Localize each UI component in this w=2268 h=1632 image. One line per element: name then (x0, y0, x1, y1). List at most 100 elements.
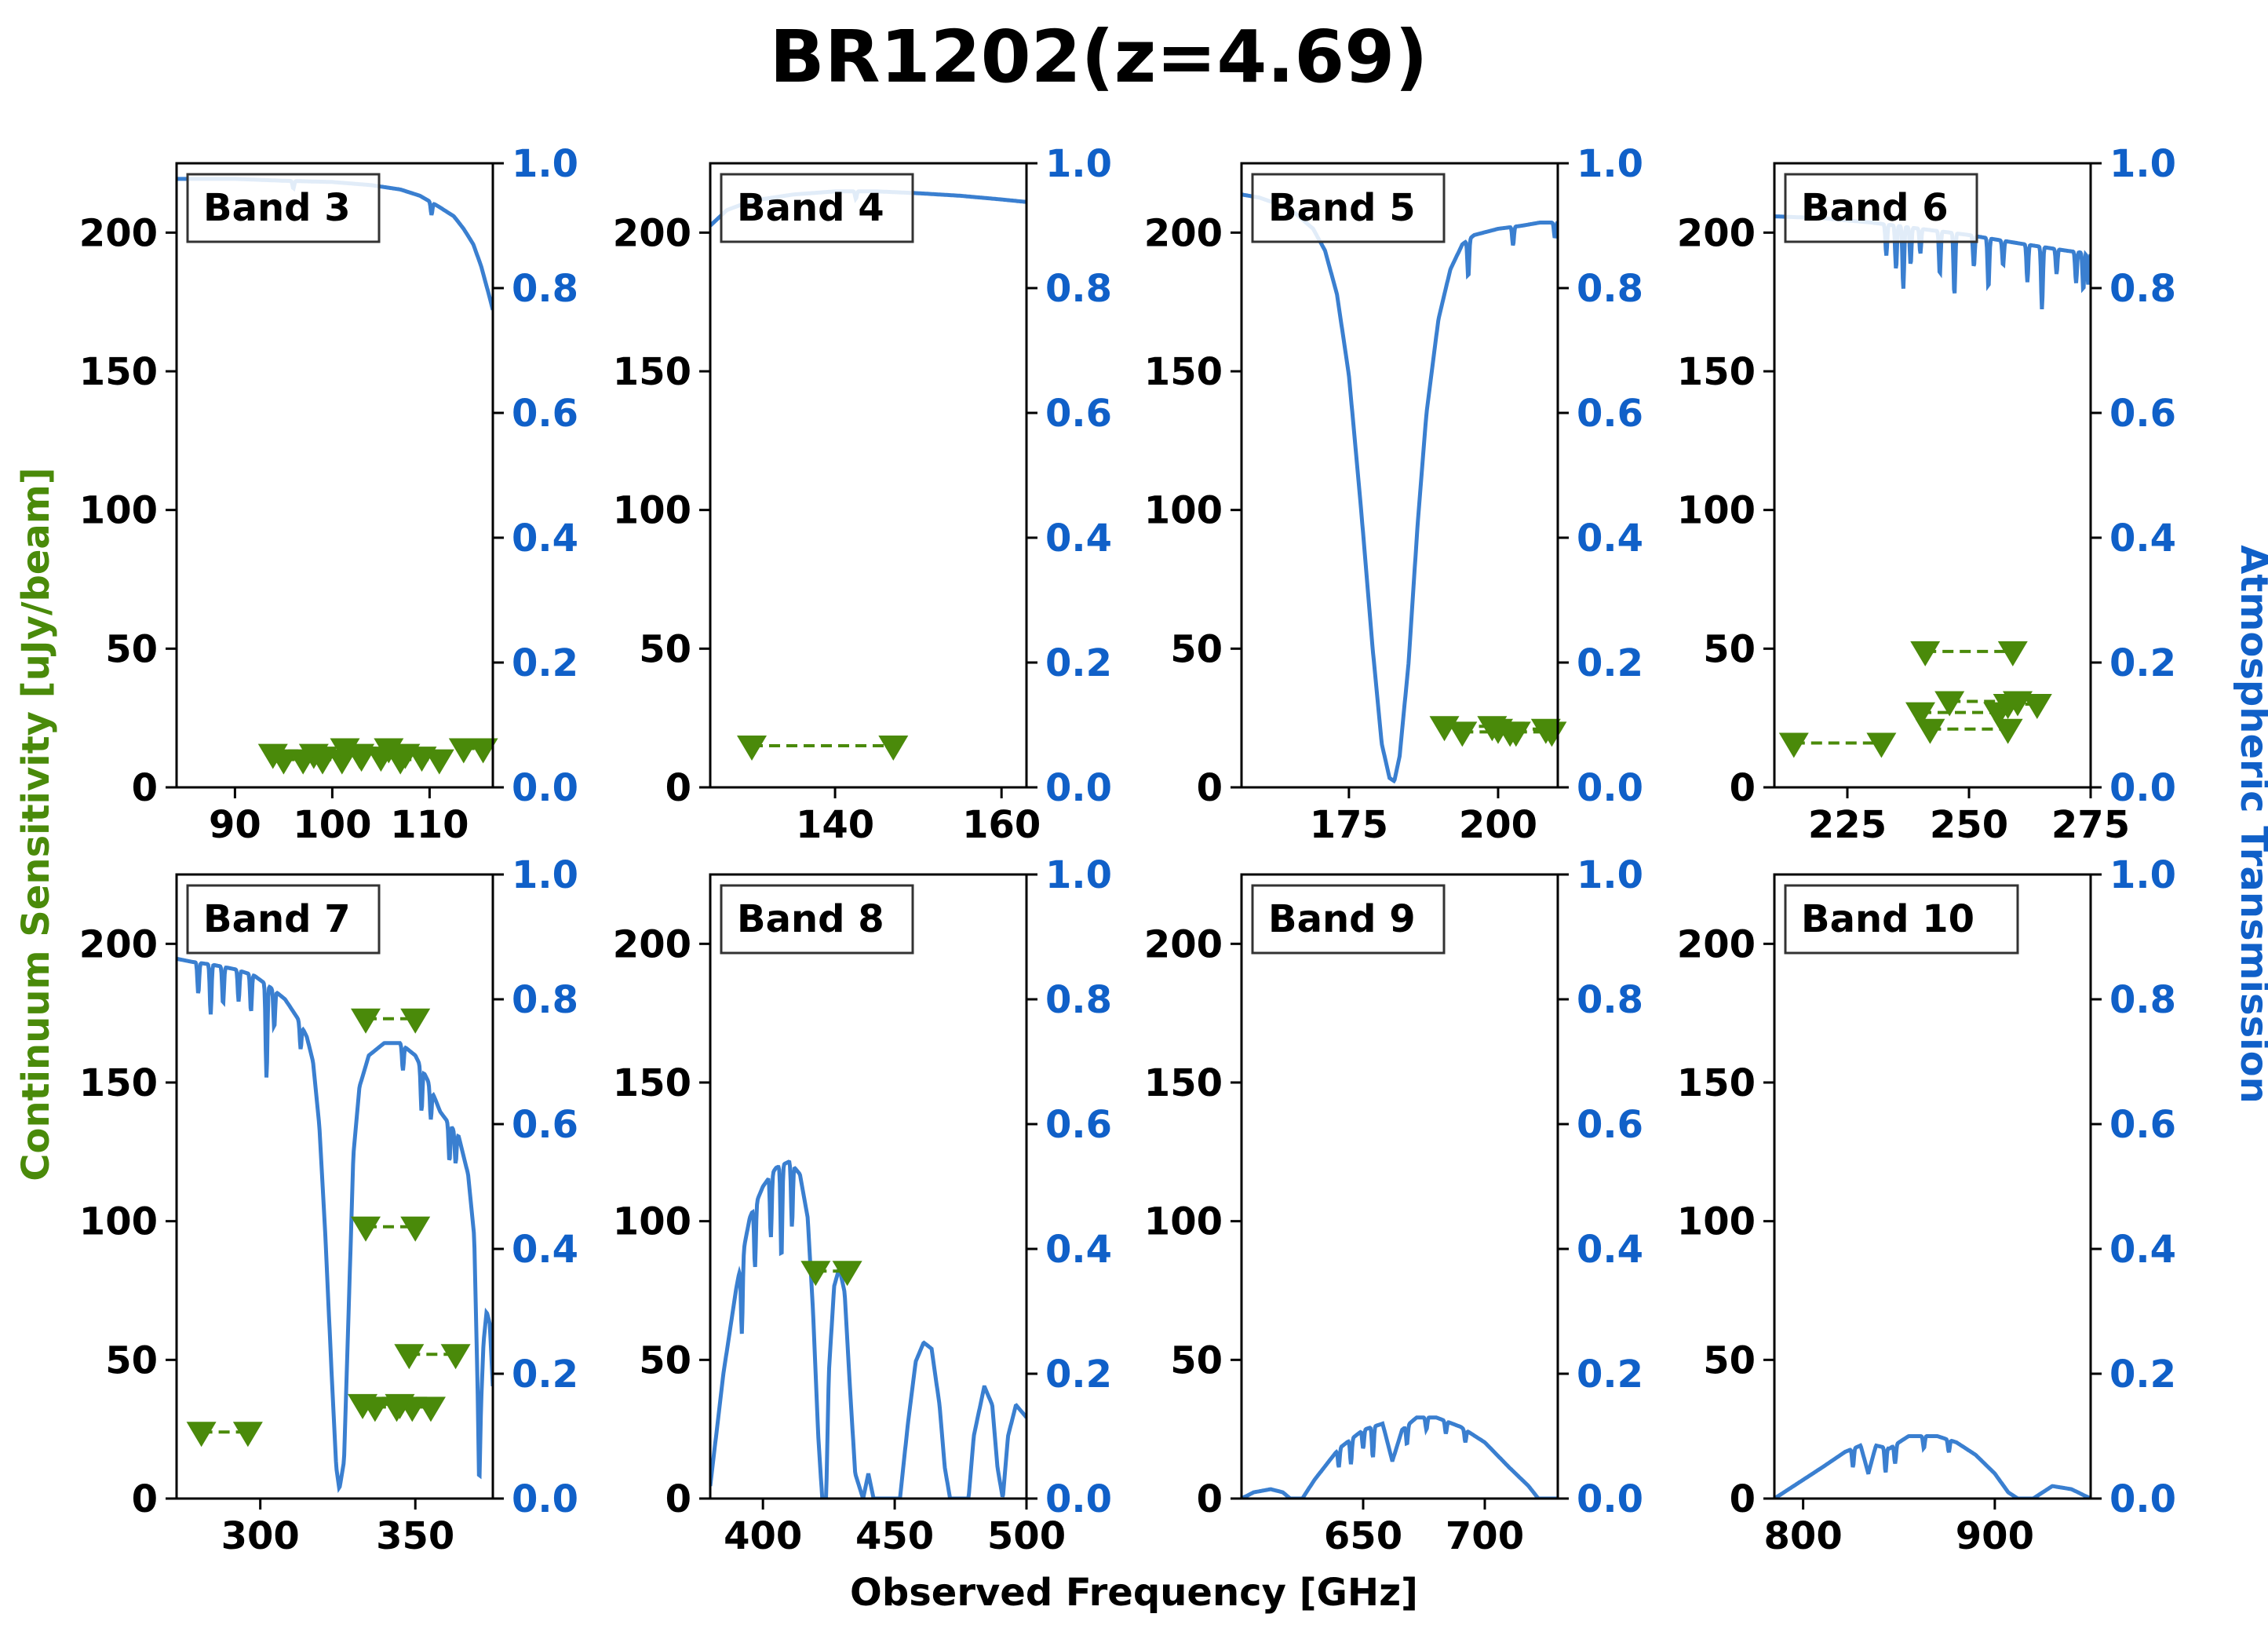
sensitivity-marker (385, 749, 416, 775)
sensitivity-marker (381, 1397, 412, 1422)
panel-band-10: 0 50 100 150 200 0.0 0.2 0.4 0.6 0.8 1.0 800 900 Band… (1677, 853, 2176, 1558)
plot-frame (709, 873, 1028, 1500)
y-tick-label: 50 (1170, 627, 1223, 671)
y2-tick-label: 0.4 (1045, 517, 1112, 560)
y2-tick-label: 0.4 (1577, 517, 1643, 560)
sensitivity-marker (359, 1397, 390, 1422)
figure-title: BR1202(z=4.69) (770, 15, 1428, 99)
sensitivity-marker (440, 1344, 471, 1370)
x-tick-label: 500 (987, 1514, 1066, 1558)
y-tick-label: 100 (1677, 1200, 1756, 1244)
band-label: Band 10 (1801, 897, 1974, 941)
y-tick-label: 100 (1144, 489, 1223, 533)
sensitivity-marker (2022, 694, 2052, 719)
sensitivity-marker (1447, 721, 1478, 747)
panel-band-4: 0 50 100 150 200 0.0 0.2 0.4 0.6 0.8 1.0 140 160 Band… (613, 142, 1112, 847)
panel-band-8: 0 50 100 150 200 0.0 0.2 0.4 0.6 0.8 1.0 400 450 500 B… (613, 853, 1112, 1558)
transmission-curve (177, 956, 493, 1493)
y2-tick-label: 0.6 (512, 1103, 578, 1147)
x-tick-label: 100 (293, 803, 371, 847)
x-tick-label: 650 (1324, 1514, 1402, 1558)
y-tick-label: 200 (1677, 922, 1756, 966)
sensitivity-marker (186, 1422, 217, 1448)
band-label: Band 3 (203, 186, 351, 230)
y2-tick-label: 0.0 (1577, 766, 1643, 810)
y2-tick-label: 0.6 (1577, 1103, 1643, 1147)
y2-tick-label: 0.2 (1577, 641, 1643, 685)
panel-band-9: 0 50 100 150 200 0.0 0.2 0.4 0.6 0.8 1.0 650 700 Band… (1144, 853, 1643, 1558)
y-tick-label: 0 (1730, 1477, 1756, 1521)
band-label: Band 9 (1268, 897, 1416, 941)
y2-tick-label: 0.2 (512, 641, 578, 685)
y-tick-label: 150 (1677, 1061, 1756, 1105)
x-tick-label: 275 (2051, 803, 2130, 847)
y-tick-label: 50 (105, 627, 158, 671)
y2-tick-label: 0.8 (1045, 978, 1112, 1022)
y-tick-label: 150 (1144, 1061, 1223, 1105)
y2-tick-label: 0.0 (2109, 766, 2176, 810)
y-tick-label: 200 (613, 211, 691, 255)
x-tick-label: 110 (390, 803, 469, 847)
y-tick-label: 200 (79, 211, 158, 255)
y-tick-label: 100 (1677, 489, 1756, 533)
y-tick-label: 150 (613, 350, 691, 394)
sensitivity-marker (394, 1344, 425, 1370)
y2-tick-label: 0.6 (1577, 392, 1643, 436)
x-tick-label: 800 (1764, 1514, 1843, 1558)
y-tick-label: 0 (1197, 766, 1223, 810)
plot-frame (1773, 162, 2092, 789)
y-tick-label: 200 (1144, 211, 1223, 255)
panel-band-3: 0 50 100 150 200 0.0 0.2 0.4 0.6 0.8 1.0 90 100 110 Ba… (79, 142, 578, 847)
sensitivity-marker (878, 736, 909, 761)
y2-tick-label: 0.6 (2109, 1103, 2176, 1147)
y2-tick-label: 1.0 (2109, 142, 2176, 186)
sensitivity-marker (1500, 721, 1531, 747)
panels: 0 50 100 150 200 0.0 0.2 0.4 0.6 0.8 1.0 90 100 110 Ba… (79, 142, 2176, 1558)
y-tick-label: 100 (613, 489, 691, 533)
y2-tick-label: 0.0 (2109, 1477, 2176, 1521)
y2-tick-label: 0.0 (1045, 1477, 1112, 1521)
plot-frame (1773, 873, 2092, 1500)
x-tick-label: 225 (1808, 803, 1887, 847)
y-tick-label: 150 (79, 1061, 158, 1105)
sensitivity-marker (351, 1216, 381, 1242)
sensitivity-marker (1934, 691, 1965, 717)
y-tick-label: 100 (79, 489, 158, 533)
y-tick-label: 0 (1730, 766, 1756, 810)
band-label-box (1784, 884, 2019, 955)
y2-tick-label: 0.4 (2109, 517, 2176, 560)
band-label: Band 6 (1801, 186, 1949, 230)
sensitivity-marker (345, 743, 375, 769)
x-tick-label: 160 (962, 803, 1041, 847)
x-axis-label: Observed Frequency [GHz] (850, 1571, 1418, 1615)
y2-tick-label: 0.0 (1577, 1477, 1643, 1521)
sensitivity-marker (400, 1008, 431, 1034)
y2-tick-label: 0.2 (1045, 1353, 1112, 1397)
band-label: Band 7 (203, 897, 351, 941)
x-tick-label: 900 (1956, 1514, 2034, 1558)
sensitivity-marker (424, 749, 454, 775)
y2-tick-label: 1.0 (1045, 142, 1112, 186)
y2-tick-label: 0.8 (2109, 267, 2176, 311)
x-tick-label: 140 (796, 803, 874, 847)
y2-tick-label: 0.8 (2109, 978, 2176, 1022)
y2-tick-label: 0.8 (512, 267, 578, 311)
y-tick-label: 0 (665, 766, 691, 810)
band-label: Band 5 (1268, 186, 1416, 230)
plot-frame (175, 162, 494, 789)
y2-tick-label: 1.0 (512, 853, 578, 897)
y-tick-label: 150 (79, 350, 158, 394)
sensitivity-marker (1993, 694, 2023, 719)
y2-tick-label: 0.2 (2109, 1353, 2176, 1397)
y-tick-label: 50 (105, 1338, 158, 1382)
y2-tick-label: 0.4 (512, 1228, 578, 1272)
band-label-box (186, 884, 381, 955)
y2-tick-label: 1.0 (512, 142, 578, 186)
y-tick-label: 50 (1170, 1338, 1223, 1382)
y-tick-label: 50 (639, 1338, 691, 1382)
y2-tick-label: 0.6 (1045, 1103, 1112, 1147)
sensitivity-marker (832, 1261, 862, 1287)
transmission-curve (710, 1159, 1026, 1499)
y-axis-right-label: Atmospheric Transmission (2232, 545, 2268, 1104)
